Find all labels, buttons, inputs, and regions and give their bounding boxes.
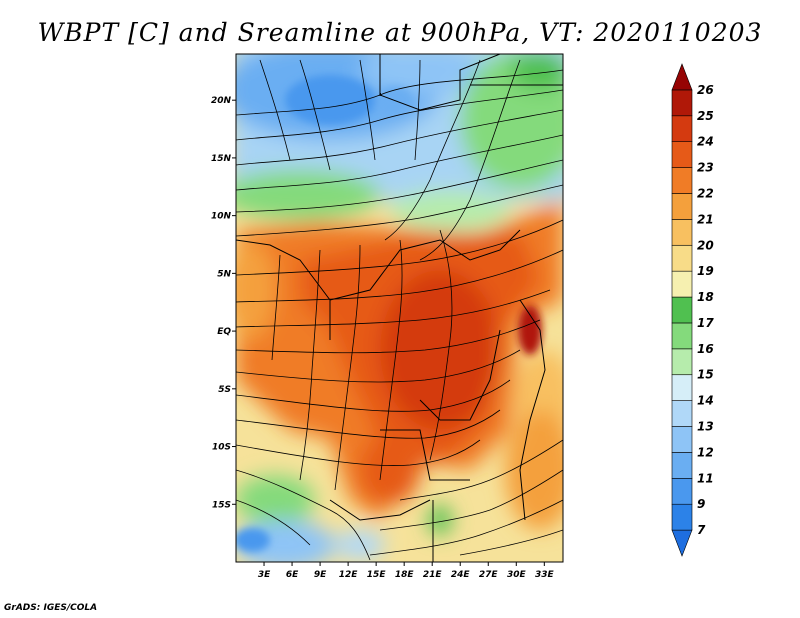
lon-tick-label: 24E (451, 570, 471, 580)
colorbar-label: 17 (697, 316, 714, 330)
colorbar: 7 9 11 12 13 14 15 16 17 18 19 20 21 22 23 24 25 26 (671, 63, 714, 557)
colorbar-label: 26 (697, 83, 714, 97)
lon-tick-label: 12E (339, 570, 359, 580)
lon-tick-label: 18E (395, 570, 415, 580)
colorbar-label: 20 (697, 238, 714, 252)
colorbar-swatch (671, 400, 693, 427)
colorbar-swatch (671, 193, 693, 220)
colorbar-label: 25 (697, 109, 714, 123)
lat-tick-label: 20N (211, 96, 232, 106)
colorbar-label: 23 (697, 161, 714, 175)
colorbar-label: 15 (697, 368, 714, 382)
colorbar-label: 19 (697, 264, 714, 278)
lat-tick-label: 5N (217, 269, 231, 279)
lat-tick-label: 15N (211, 154, 232, 164)
colorbar-label: 14 (697, 394, 714, 408)
latitude-axis: 20N 15N 10N 5N EQ 5S 10S 15S (211, 96, 236, 510)
lon-tick-label: 27E (479, 570, 499, 580)
colorbar-swatch (671, 478, 693, 505)
lat-tick-label: 10N (211, 212, 232, 222)
colorbar-swatch (671, 452, 693, 479)
colorbar-label: 11 (697, 471, 714, 485)
colorbar-swatch (671, 219, 693, 246)
lon-tick-label: 15E (367, 570, 387, 580)
colorbar-swatch (671, 348, 693, 376)
colorbar-label: 13 (697, 420, 714, 434)
colorbar-swatch (671, 63, 693, 91)
colorbar-swatch (671, 167, 693, 194)
lat-tick-label: 5S (218, 385, 231, 395)
lon-tick-label: 9E (314, 570, 327, 580)
chart-title: WBPT [C] and Sreamline at 900hPa, VT: 20… (37, 18, 763, 47)
colorbar-swatch (671, 529, 693, 557)
lat-tick-label: 15S (212, 500, 231, 510)
country-borders (236, 54, 563, 562)
colorbar-swatch (671, 141, 693, 168)
longitude-axis: 3E 6E 9E 12E 15E 18E 21E 24E 27E 30E 33E (258, 562, 555, 580)
colorbar-label: 7 (697, 523, 706, 537)
lon-tick-label: 21E (423, 570, 443, 580)
colorbar-label: 16 (697, 342, 714, 356)
temperature-field (236, 54, 563, 562)
grads-credit: GrADS: IGES/COLA (4, 603, 98, 613)
lon-tick-label: 33E (535, 570, 555, 580)
colorbar-swatch (671, 374, 693, 401)
lon-tick-label: 6E (286, 570, 299, 580)
colorbar-label: 18 (697, 290, 714, 304)
lon-tick-label: 3E (258, 570, 271, 580)
colorbar-swatch (671, 89, 693, 117)
colorbar-swatch (671, 115, 693, 142)
lon-tick-label: 30E (507, 570, 527, 580)
lat-tick-label: EQ (217, 327, 231, 337)
colorbar-swatch (671, 244, 693, 272)
colorbar-swatch (671, 270, 693, 298)
colorbar-label: 22 (697, 186, 714, 200)
colorbar-label: 24 (697, 135, 714, 149)
colorbar-swatch (671, 426, 693, 453)
colorbar-label: 21 (697, 212, 714, 226)
colorbar-swatch (671, 296, 693, 324)
map-frame (235, 53, 564, 563)
colorbar-label: 12 (697, 445, 714, 459)
lat-tick-label: 10S (212, 443, 231, 453)
colorbar-swatch (671, 322, 693, 350)
colorbar-swatch (671, 503, 693, 531)
colorbar-label: 9 (697, 497, 705, 511)
